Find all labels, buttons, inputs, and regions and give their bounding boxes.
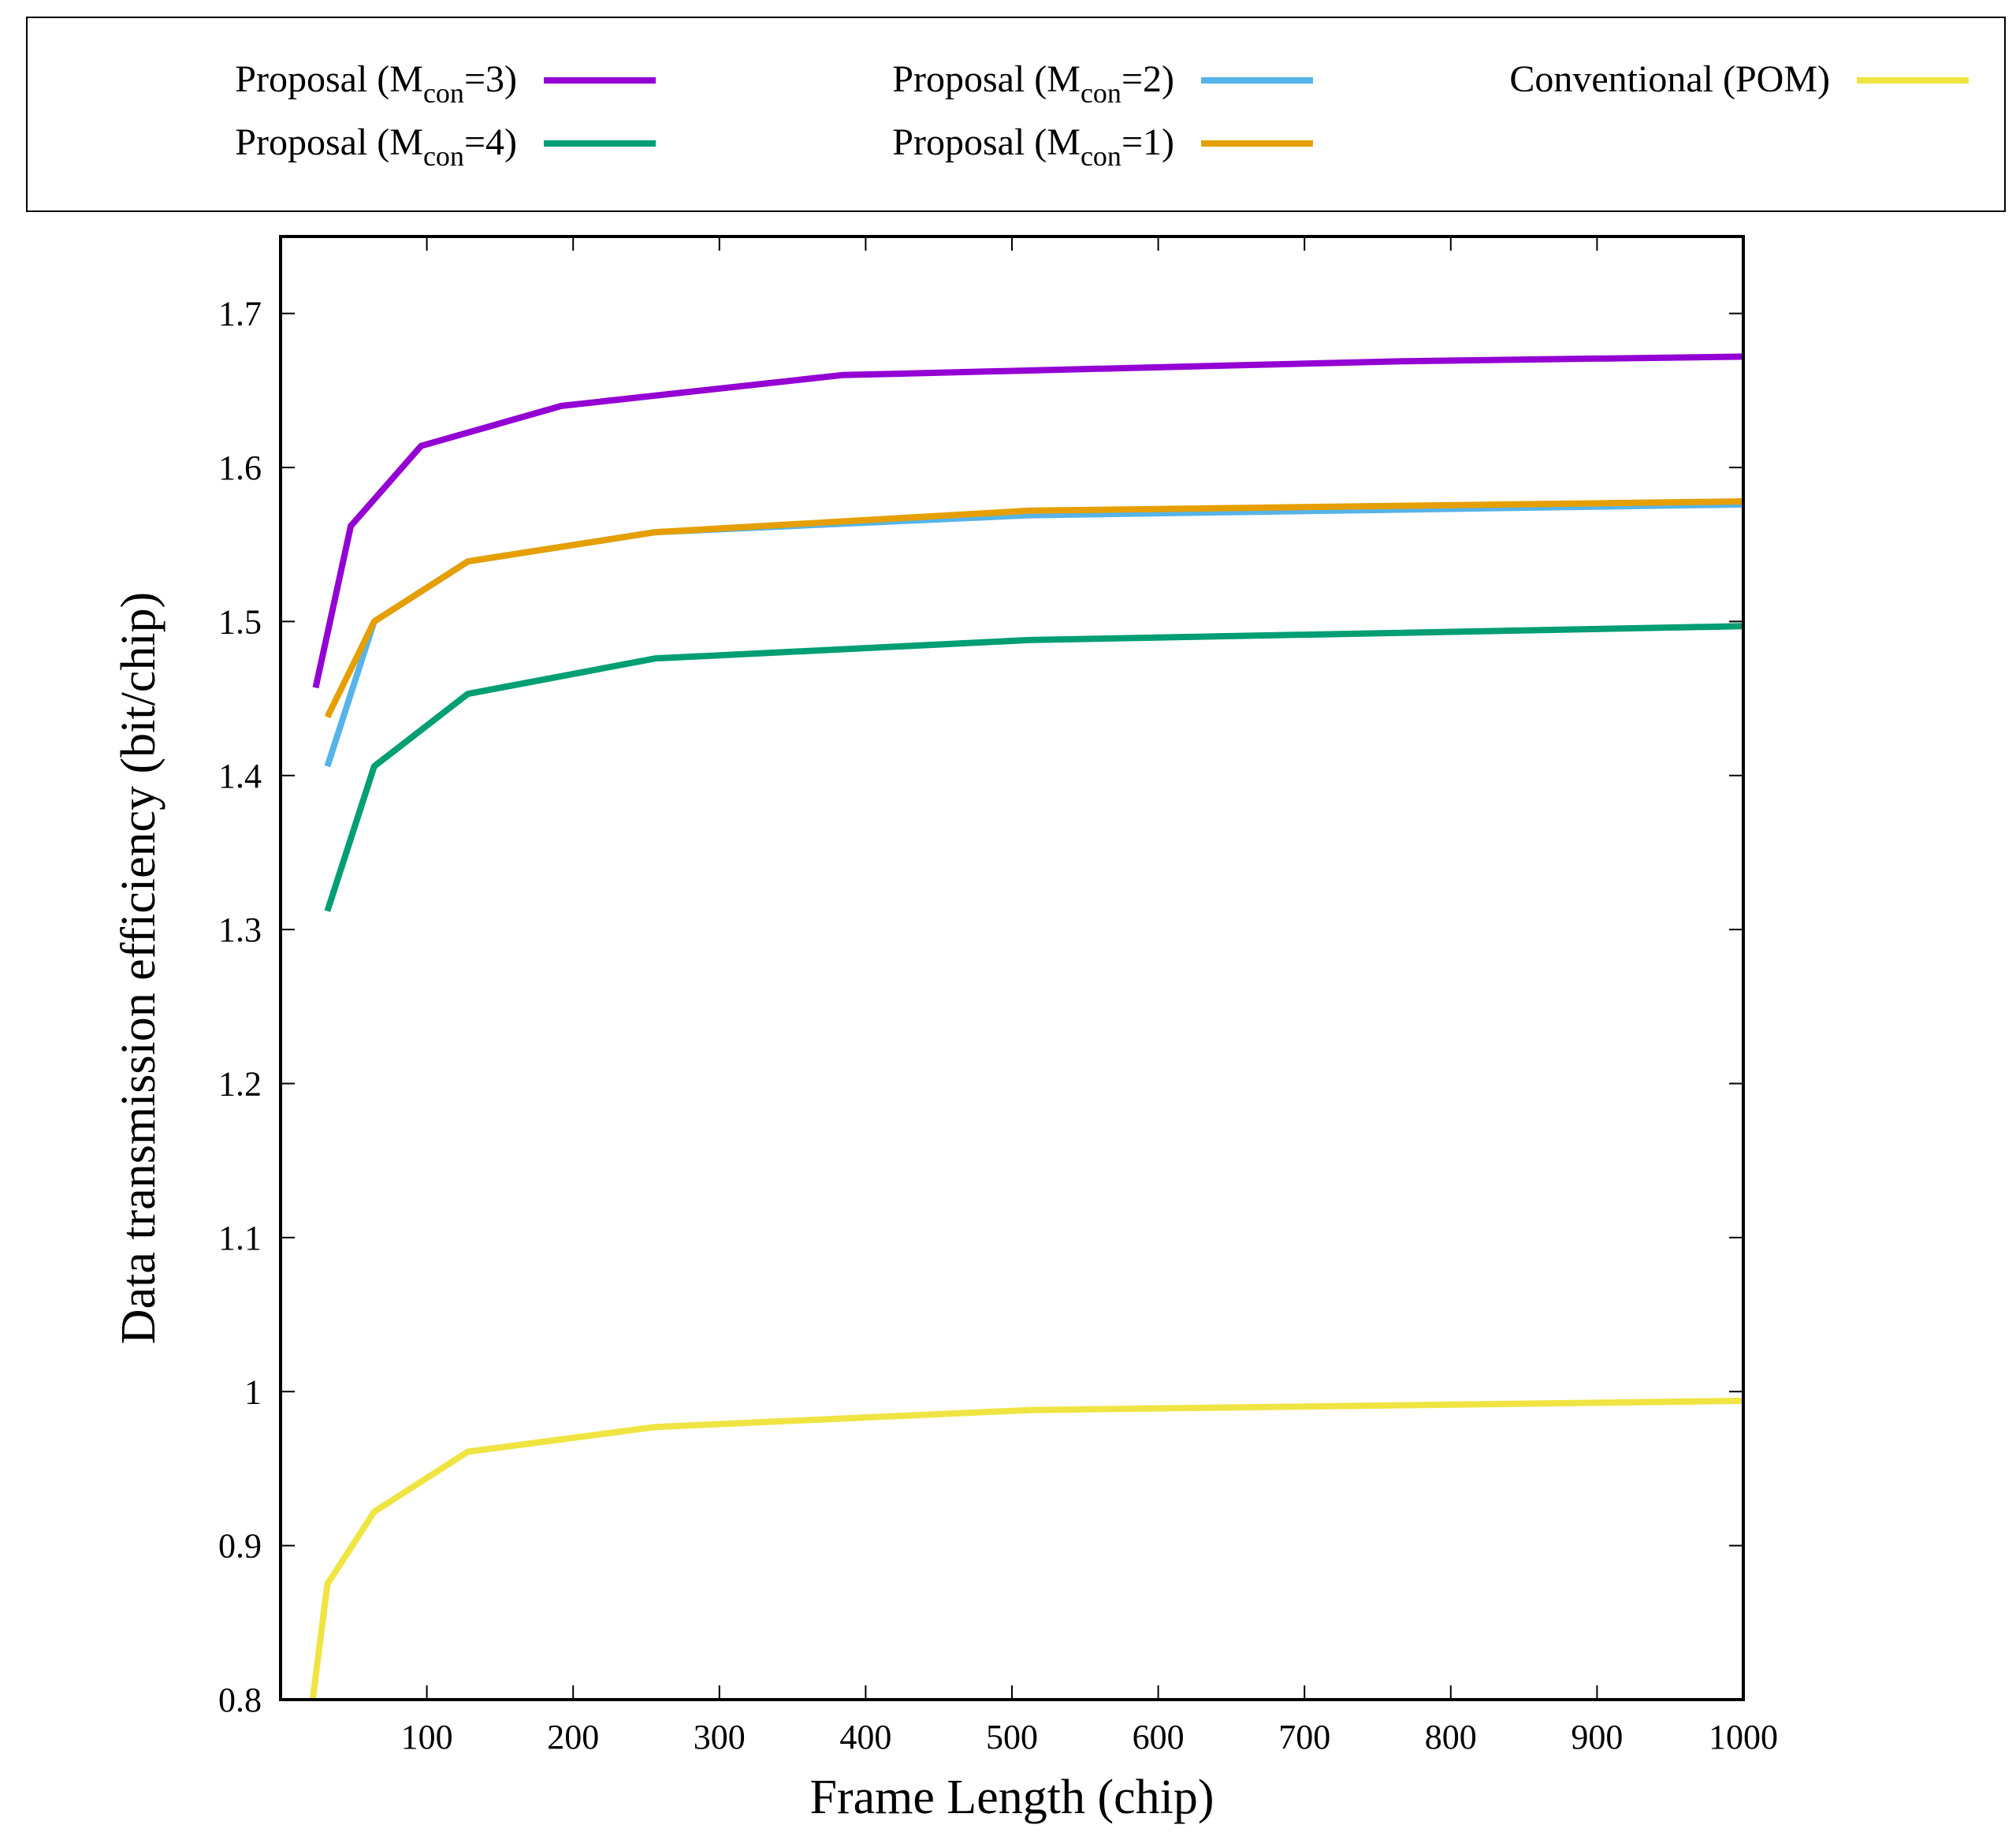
legend-label: Proposal (Mcon=1) — [892, 121, 1174, 172]
x-tick-label: 400 — [839, 1718, 891, 1756]
legend-label: Proposal (Mcon=3) — [235, 58, 517, 109]
x-axis-title: Frame Length (chip) — [809, 1771, 1214, 1824]
series-line-proposal-mcon-2 — [324, 501, 1744, 768]
x-tick-label: 700 — [1278, 1718, 1330, 1756]
series-lines — [309, 353, 1744, 1700]
y-tick-label: 1 — [244, 1372, 262, 1411]
y-tick-label: 1.6 — [218, 449, 262, 487]
x-tick-label: 800 — [1425, 1718, 1477, 1756]
x-tick-label: 1000 — [1709, 1718, 1778, 1756]
x-tick-label: 600 — [1133, 1718, 1185, 1756]
y-tick-label: 1.4 — [218, 757, 262, 795]
y-tick-label: 1.7 — [218, 295, 262, 333]
y-tick-label: 1.1 — [218, 1219, 262, 1257]
legend: Proposal (Mcon=3) Proposal (Mcon=4) Propos… — [26, 17, 2006, 212]
y-axis-title: Data transmission efficiency (bit/chip) — [112, 592, 166, 1344]
y-tick-label: 1.5 — [218, 602, 262, 641]
y-tick-label: 0.8 — [218, 1681, 262, 1719]
tick-labels: 0.8 0.9 1 1.1 1.2 1.3 1.4 1.5 1.6 1.7 100 200 300 400… — [218, 295, 1778, 1756]
legend-label: Conventional (POM) — [1509, 58, 1830, 100]
series-line-conventional-pom — [309, 1398, 1744, 1700]
x-tick-label: 200 — [547, 1718, 599, 1756]
axis-ticks — [281, 236, 1744, 1700]
series-line-proposal-mcon-1 — [324, 498, 1744, 719]
y-tick-label: 1.2 — [218, 1065, 262, 1104]
x-tick-label: 300 — [694, 1718, 746, 1756]
series-line-proposal-mcon-3 — [312, 353, 1744, 689]
y-tick-label: 1.3 — [218, 911, 262, 949]
y-tick-label: 0.9 — [218, 1527, 262, 1566]
legend-box — [26, 17, 2006, 212]
x-tick-label: 100 — [401, 1718, 453, 1756]
legend-label: Proposal (Mcon=4) — [235, 121, 517, 172]
x-tick-label: 900 — [1571, 1718, 1623, 1756]
legend-label: Proposal (Mcon=2) — [892, 58, 1174, 109]
plot-frame — [279, 235, 1745, 1701]
series-line-proposal-mcon-4 — [324, 623, 1744, 912]
x-tick-label: 500 — [986, 1718, 1038, 1756]
